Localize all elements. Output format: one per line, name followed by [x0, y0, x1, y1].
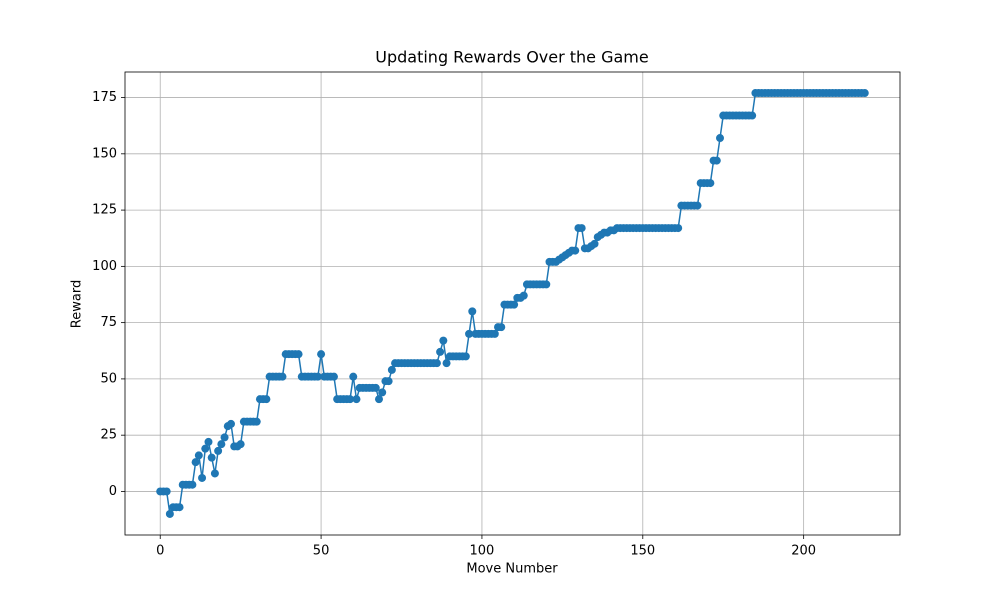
data-point [371, 383, 380, 392]
x-tick-label: 100 [470, 544, 495, 559]
data-point [329, 372, 338, 381]
y-tick-label: 175 [92, 90, 117, 105]
y-axis-label: Reward [70, 280, 85, 328]
data-point [214, 446, 223, 455]
data-point [317, 350, 326, 359]
data-point [294, 350, 303, 359]
data-point [706, 179, 715, 188]
data-point [227, 419, 236, 428]
axes-frame [124, 71, 901, 536]
y-tick-label: 0 [109, 484, 117, 499]
data-point [860, 89, 869, 98]
data-point [349, 372, 358, 381]
data-point [674, 224, 683, 233]
data-point [220, 433, 229, 442]
data-point [374, 395, 383, 404]
data-point [278, 372, 287, 381]
data-point [210, 469, 219, 478]
data-point [442, 359, 451, 368]
data-point [384, 377, 393, 386]
data-point [191, 458, 200, 467]
data-point [198, 473, 207, 482]
data-point [165, 509, 174, 518]
x-tick-label: 0 [156, 544, 164, 559]
data-point [313, 372, 322, 381]
y-tick-label: 100 [92, 259, 117, 274]
data-point [468, 307, 477, 316]
data-point [693, 201, 702, 210]
data-point [188, 480, 197, 489]
data-point [490, 329, 499, 338]
data-point [262, 395, 271, 404]
data-point [201, 444, 210, 453]
x-axis-label: Move Number [466, 562, 558, 577]
data-point [519, 291, 528, 300]
data-point [461, 352, 470, 361]
data-point [217, 440, 226, 449]
data-point [497, 323, 506, 332]
data-point [352, 395, 361, 404]
data-point [436, 347, 445, 356]
data-point [175, 503, 184, 512]
y-tick-label: 50 [100, 371, 117, 386]
data-point [439, 336, 448, 345]
data-point [748, 111, 757, 120]
y-tick-label: 125 [92, 203, 117, 218]
data-point [204, 437, 213, 446]
x-tick-label: 200 [791, 544, 816, 559]
y-tick-label: 75 [100, 315, 117, 330]
chart-title: Updating Rewards Over the Game [375, 48, 648, 67]
data-point [207, 453, 216, 462]
data-point [465, 329, 474, 338]
data-point [236, 440, 245, 449]
y-tick-label: 150 [92, 146, 117, 161]
data-point [162, 487, 171, 496]
data-point [571, 246, 580, 255]
plot-area [125, 72, 900, 535]
data-point [542, 280, 551, 289]
x-tick-label: 150 [630, 544, 655, 559]
data-point [194, 451, 203, 460]
data-point [590, 239, 599, 248]
x-tick-label: 50 [313, 544, 330, 559]
data-point [252, 417, 261, 426]
data-point [346, 395, 355, 404]
data-point [432, 359, 441, 368]
data-point [716, 134, 725, 143]
data-point [510, 300, 519, 309]
data-point [387, 365, 396, 374]
data-point [577, 224, 586, 233]
y-tick-label: 25 [100, 428, 117, 443]
data-point [378, 388, 387, 397]
data-point [712, 156, 721, 165]
